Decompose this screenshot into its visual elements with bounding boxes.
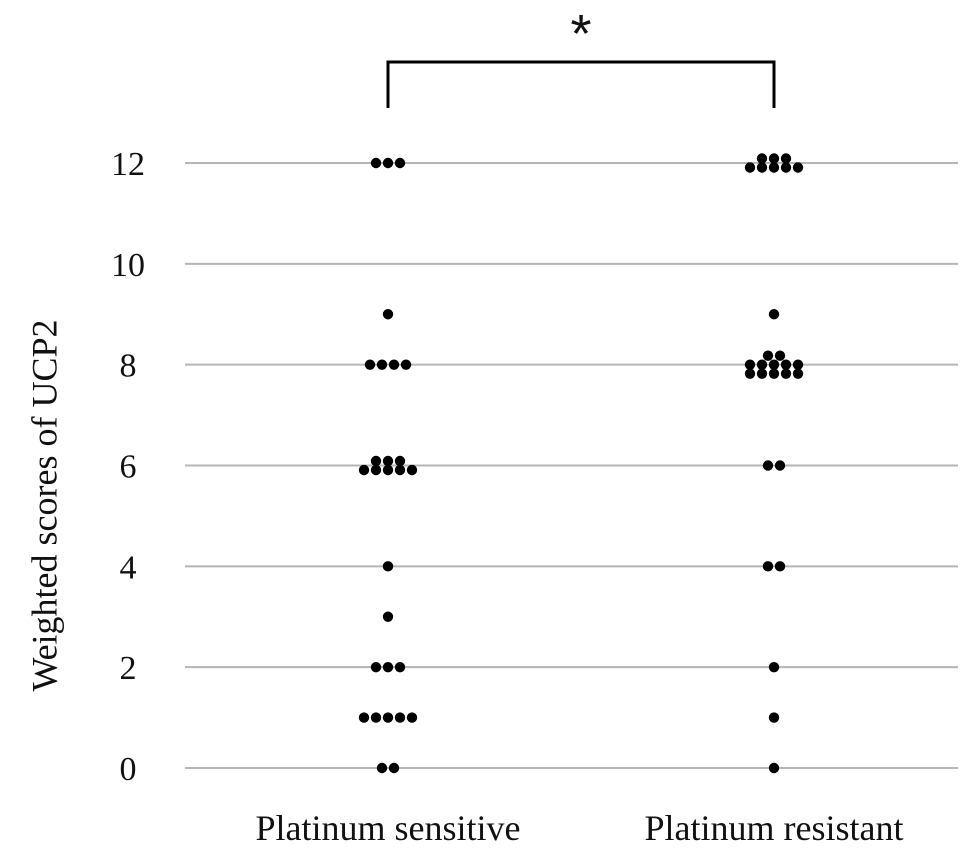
data-point <box>370 157 382 169</box>
y-tick-label: 0 <box>120 751 137 788</box>
data-point <box>762 561 774 572</box>
significance-bracket: * <box>386 4 776 108</box>
data-point <box>358 464 370 476</box>
data-point <box>780 359 792 370</box>
data-point <box>792 359 804 370</box>
data-point <box>792 368 804 379</box>
data-point <box>762 350 774 361</box>
data-point <box>768 309 780 320</box>
data-point <box>370 455 382 467</box>
data-point <box>382 712 394 723</box>
data-point <box>358 712 370 723</box>
data-point <box>370 661 382 673</box>
data-point <box>768 162 780 173</box>
y-tick-label: 2 <box>120 650 137 687</box>
data-point <box>774 561 786 572</box>
x-category-label: Platinum resistant <box>645 808 904 848</box>
data-point <box>756 162 768 173</box>
data-point <box>780 162 792 173</box>
data-point <box>768 661 780 673</box>
data-point <box>394 712 406 723</box>
data-point <box>364 359 376 370</box>
data-point <box>394 464 406 476</box>
data-point <box>376 762 388 774</box>
data-point <box>768 762 780 774</box>
data-point <box>768 368 780 379</box>
data-point <box>768 359 780 370</box>
data-point <box>388 762 400 774</box>
data-point <box>400 359 412 370</box>
y-tick-label: 10 <box>111 247 145 284</box>
data-point <box>744 162 756 173</box>
y-axis-ticks: 0 2 4 6 8 10 12 <box>111 146 145 788</box>
x-category-label: Platinum sensitive <box>256 808 521 848</box>
data-point <box>382 611 394 622</box>
data-point <box>780 368 792 379</box>
data-point <box>756 153 768 164</box>
data-point <box>394 661 406 673</box>
data-point <box>382 661 394 673</box>
data-point <box>382 455 394 467</box>
data-point <box>382 464 394 476</box>
y-axis-title: Weighted scores of UCP2 <box>24 319 64 691</box>
data-point <box>406 712 418 723</box>
y-tick-label: 12 <box>111 146 145 183</box>
data-point <box>376 359 388 370</box>
data-point <box>762 460 774 471</box>
data-point <box>756 368 768 379</box>
data-points <box>358 153 804 774</box>
data-point <box>744 359 756 370</box>
data-point <box>768 153 780 164</box>
data-point <box>394 455 406 467</box>
grid-lines <box>185 162 958 769</box>
data-point <box>756 359 768 370</box>
data-point <box>768 712 780 723</box>
data-point <box>406 464 418 476</box>
data-point <box>792 162 804 173</box>
data-point <box>394 157 406 169</box>
data-point <box>370 712 382 723</box>
data-point <box>382 157 394 169</box>
data-point <box>780 153 792 164</box>
data-point <box>744 368 756 379</box>
data-point <box>774 350 786 361</box>
y-tick-label: 8 <box>120 348 137 385</box>
data-point <box>774 460 786 471</box>
y-tick-label: 4 <box>120 549 137 586</box>
x-axis-categories: Platinum sensitive Platinum resistant <box>256 808 904 848</box>
data-point <box>382 309 394 320</box>
bracket-line <box>386 60 776 108</box>
data-point <box>370 464 382 476</box>
data-point <box>382 561 394 572</box>
data-point <box>388 359 400 370</box>
significance-label: * <box>570 4 591 64</box>
y-tick-label: 6 <box>120 449 137 486</box>
